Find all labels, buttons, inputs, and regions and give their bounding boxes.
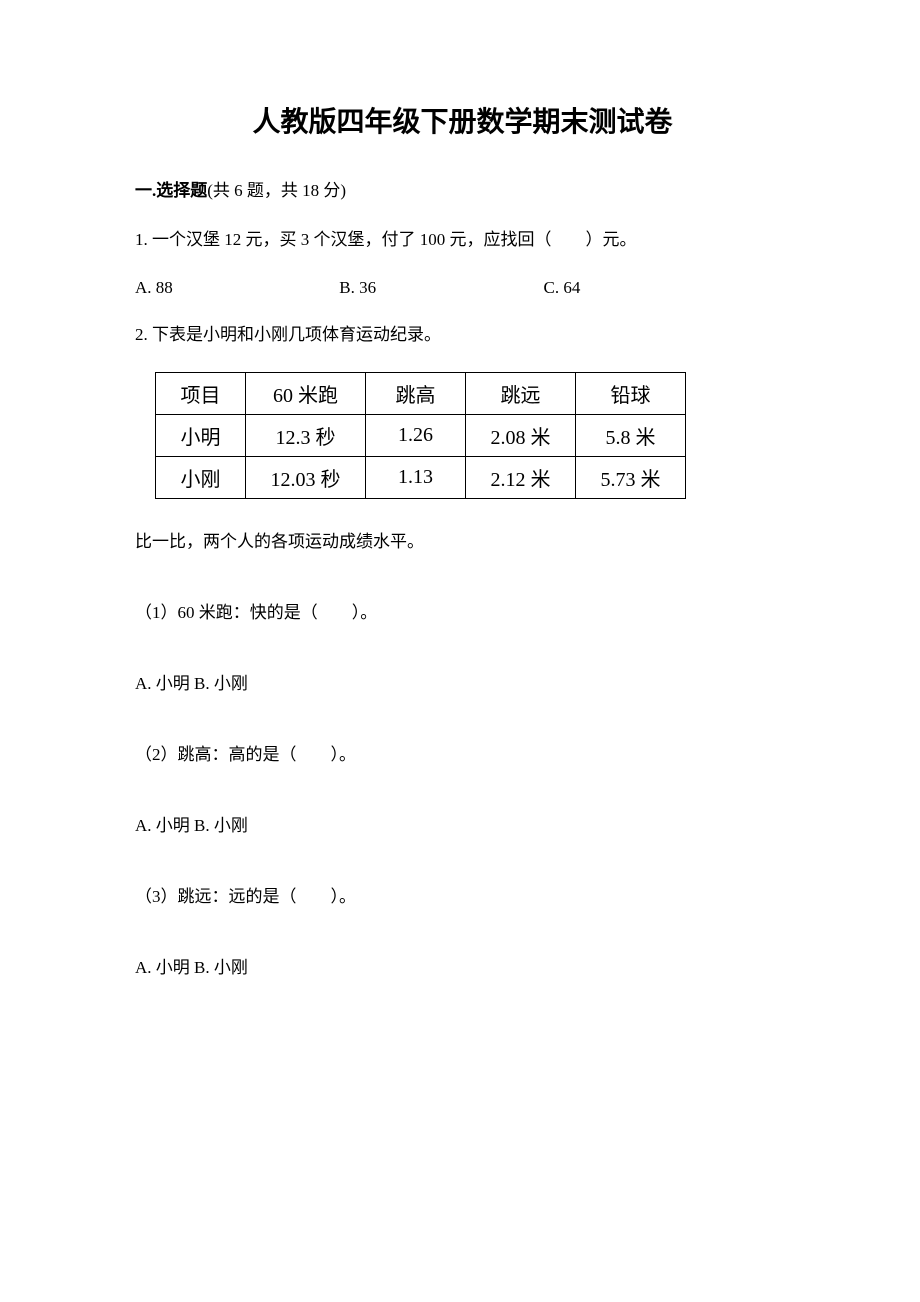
table-cell: 小明 bbox=[156, 415, 246, 457]
table-cell: 1.13 bbox=[366, 457, 466, 499]
table-cell: 5.73 米 bbox=[576, 457, 686, 499]
q2-sub3-text: （3）跳远：远的是（ ）。 bbox=[135, 882, 790, 907]
sports-record-table-wrap: 项目 60 米跑 跳高 跳远 铅球 小明 12.3 秒 1.26 2.08 米 … bbox=[155, 372, 790, 499]
q2-sub1-text: （1）60 米跑：快的是（ ）。 bbox=[135, 598, 790, 623]
question-1-text: 1. 一个汉堡 12 元，买 3 个汉堡，付了 100 元，应找回（ ）元。 bbox=[135, 225, 790, 256]
table-header-cell: 60 米跑 bbox=[246, 373, 366, 415]
q2-sub3-option-a: A. 小明 bbox=[135, 958, 190, 977]
q2-sub2-option-a: A. 小明 bbox=[135, 816, 190, 835]
question-2-intro: 2. 下表是小明和小刚几项体育运动纪录。 bbox=[135, 320, 790, 351]
q1-option-c: C. 64 bbox=[544, 278, 744, 298]
table-row: 小刚 12.03 秒 1.13 2.12 米 5.73 米 bbox=[156, 457, 686, 499]
document-title: 人教版四年级下册数学期末测试卷 bbox=[135, 100, 790, 140]
table-cell: 小刚 bbox=[156, 457, 246, 499]
table-cell: 2.12 米 bbox=[466, 457, 576, 499]
question-1-options: A. 88 B. 36 C. 64 bbox=[135, 278, 790, 298]
question-2-compare-text: 比一比，两个人的各项运动成绩水平。 bbox=[135, 527, 790, 552]
q1-option-a: A. 88 bbox=[135, 278, 335, 298]
table-cell: 12.3 秒 bbox=[246, 415, 366, 457]
q2-sub2-options: A. 小明 B. 小刚 bbox=[135, 811, 790, 836]
q2-sub1-option-b: B. 小刚 bbox=[194, 674, 248, 693]
section-header: 一.选择题(共 6 题，共 18 分) bbox=[135, 176, 790, 201]
q2-sub3-option-b: B. 小刚 bbox=[194, 958, 248, 977]
section-header-rest: (共 6 题，共 18 分) bbox=[207, 181, 346, 200]
q2-sub2-option-b: B. 小刚 bbox=[194, 816, 248, 835]
table-header-cell: 跳远 bbox=[466, 373, 576, 415]
section-header-bold: 一.选择题 bbox=[135, 181, 207, 200]
table-header-cell: 跳高 bbox=[366, 373, 466, 415]
table-cell: 5.8 米 bbox=[576, 415, 686, 457]
table-row: 小明 12.3 秒 1.26 2.08 米 5.8 米 bbox=[156, 415, 686, 457]
q2-sub3-options: A. 小明 B. 小刚 bbox=[135, 953, 790, 978]
q2-sub2-text: （2）跳高：高的是（ ）。 bbox=[135, 740, 790, 765]
table-cell: 1.26 bbox=[366, 415, 466, 457]
table-header-cell: 项目 bbox=[156, 373, 246, 415]
q1-option-b: B. 36 bbox=[339, 278, 539, 298]
q2-sub1-options: A. 小明 B. 小刚 bbox=[135, 669, 790, 694]
table-cell: 2.08 米 bbox=[466, 415, 576, 457]
table-cell: 12.03 秒 bbox=[246, 457, 366, 499]
table-header-cell: 铅球 bbox=[576, 373, 686, 415]
sports-record-table: 项目 60 米跑 跳高 跳远 铅球 小明 12.3 秒 1.26 2.08 米 … bbox=[155, 372, 686, 499]
table-header-row: 项目 60 米跑 跳高 跳远 铅球 bbox=[156, 373, 686, 415]
q2-sub1-option-a: A. 小明 bbox=[135, 674, 190, 693]
